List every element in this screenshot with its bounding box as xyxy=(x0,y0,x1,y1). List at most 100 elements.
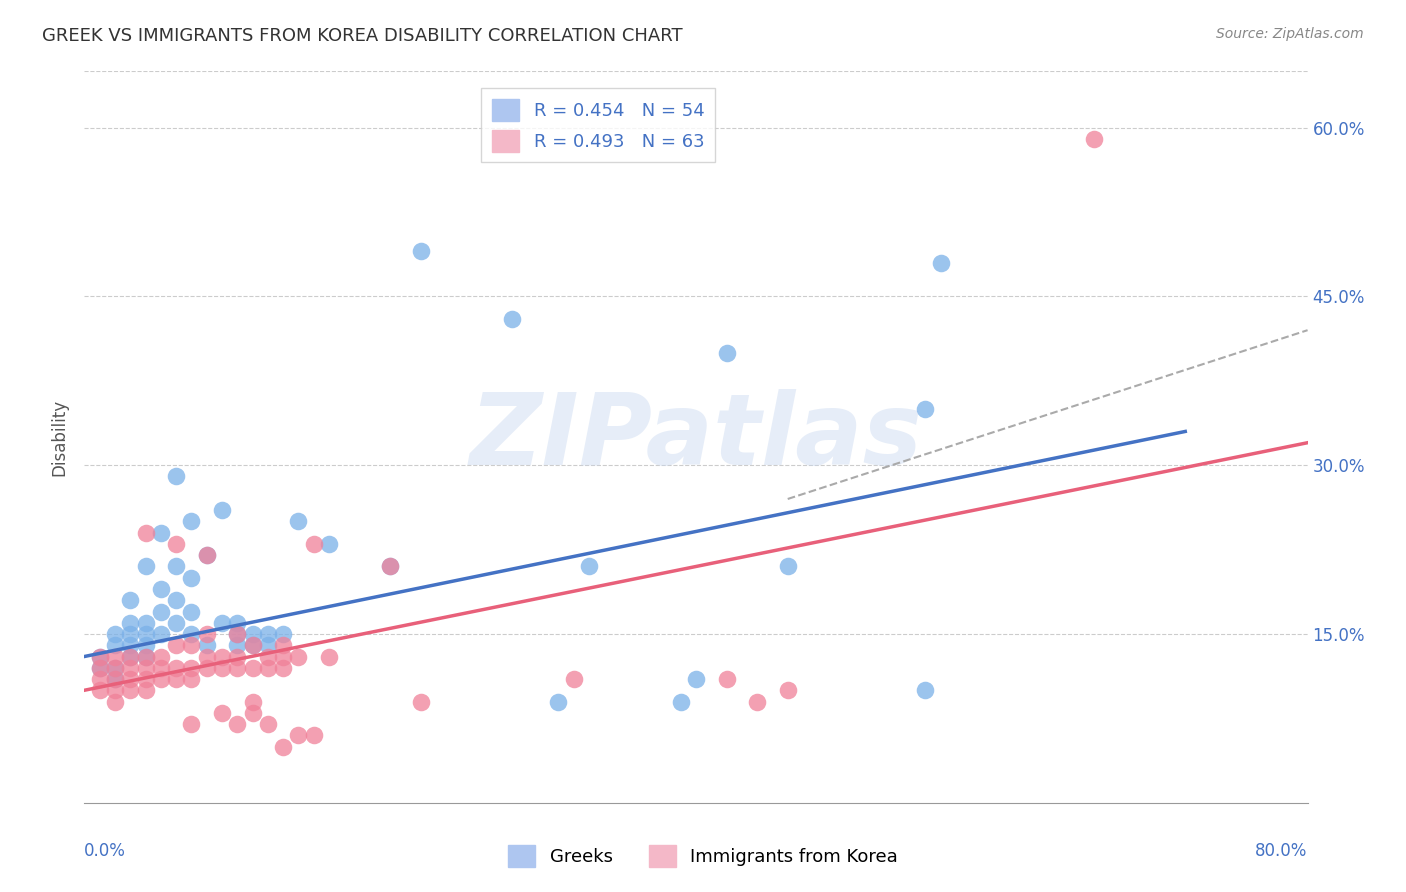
Point xyxy=(195,638,218,652)
Point xyxy=(287,515,309,529)
Point xyxy=(104,672,127,686)
Point xyxy=(257,661,280,675)
Text: 80.0%: 80.0% xyxy=(1256,842,1308,860)
Point xyxy=(562,672,585,686)
Point xyxy=(165,593,187,607)
Point xyxy=(89,649,111,664)
Point xyxy=(104,661,127,675)
Point xyxy=(104,661,127,675)
Point xyxy=(89,649,111,664)
Point xyxy=(135,683,157,698)
Point xyxy=(120,638,142,652)
Point xyxy=(242,638,264,652)
Point xyxy=(180,672,202,686)
Point xyxy=(226,615,249,630)
Point xyxy=(226,717,249,731)
Point xyxy=(120,627,142,641)
Point xyxy=(257,649,280,664)
Point xyxy=(165,672,187,686)
Point xyxy=(104,649,127,664)
Text: GREEK VS IMMIGRANTS FROM KOREA DISABILITY CORRELATION CHART: GREEK VS IMMIGRANTS FROM KOREA DISABILIT… xyxy=(42,27,683,45)
Point xyxy=(302,728,325,742)
Point xyxy=(120,683,142,698)
Point xyxy=(211,706,233,720)
Point xyxy=(716,672,738,686)
Point xyxy=(89,661,111,675)
Legend: Greeks, Immigrants from Korea: Greeks, Immigrants from Korea xyxy=(501,838,905,874)
Point xyxy=(287,649,309,664)
Point xyxy=(226,649,249,664)
Point xyxy=(135,638,157,652)
Point xyxy=(165,661,187,675)
Point xyxy=(195,627,218,641)
Point xyxy=(149,649,172,664)
Point xyxy=(149,672,172,686)
Point xyxy=(211,661,233,675)
Point xyxy=(120,672,142,686)
Point xyxy=(135,615,157,630)
Point xyxy=(669,694,692,708)
Point xyxy=(149,605,172,619)
Point xyxy=(257,717,280,731)
Point xyxy=(89,661,111,675)
Point xyxy=(242,661,264,675)
Point xyxy=(242,694,264,708)
Point xyxy=(180,627,202,641)
Point xyxy=(104,683,127,698)
Point xyxy=(120,615,142,630)
Point xyxy=(180,515,202,529)
Point xyxy=(226,638,249,652)
Point xyxy=(149,661,172,675)
Point xyxy=(302,537,325,551)
Point xyxy=(165,638,187,652)
Point xyxy=(89,672,111,686)
Point xyxy=(409,244,432,259)
Point xyxy=(149,627,172,641)
Point xyxy=(547,694,569,708)
Point xyxy=(135,672,157,686)
Point xyxy=(929,255,952,269)
Point xyxy=(165,559,187,574)
Point xyxy=(257,627,280,641)
Point xyxy=(226,627,249,641)
Point xyxy=(242,706,264,720)
Point xyxy=(318,537,340,551)
Point xyxy=(271,739,294,754)
Point xyxy=(211,503,233,517)
Point xyxy=(149,582,172,596)
Point xyxy=(135,649,157,664)
Point xyxy=(271,638,294,652)
Point xyxy=(211,615,233,630)
Point xyxy=(271,627,294,641)
Point xyxy=(914,401,936,416)
Point xyxy=(776,559,799,574)
Point xyxy=(242,638,264,652)
Y-axis label: Disability: Disability xyxy=(51,399,69,475)
Point xyxy=(135,559,157,574)
Point xyxy=(165,469,187,483)
Point xyxy=(165,615,187,630)
Point xyxy=(104,694,127,708)
Point xyxy=(120,593,142,607)
Point xyxy=(180,605,202,619)
Point xyxy=(287,728,309,742)
Point xyxy=(685,672,707,686)
Point xyxy=(409,694,432,708)
Point xyxy=(271,661,294,675)
Point xyxy=(380,559,402,574)
Point xyxy=(226,627,249,641)
Point xyxy=(502,312,524,326)
Point xyxy=(578,559,600,574)
Point xyxy=(257,638,280,652)
Point xyxy=(195,649,218,664)
Point xyxy=(120,661,142,675)
Point xyxy=(242,627,264,641)
Point xyxy=(914,683,936,698)
Point xyxy=(716,345,738,359)
Point xyxy=(271,649,294,664)
Point xyxy=(89,683,111,698)
Text: Source: ZipAtlas.com: Source: ZipAtlas.com xyxy=(1216,27,1364,41)
Point xyxy=(149,525,172,540)
Point xyxy=(1083,132,1105,146)
Point xyxy=(120,649,142,664)
